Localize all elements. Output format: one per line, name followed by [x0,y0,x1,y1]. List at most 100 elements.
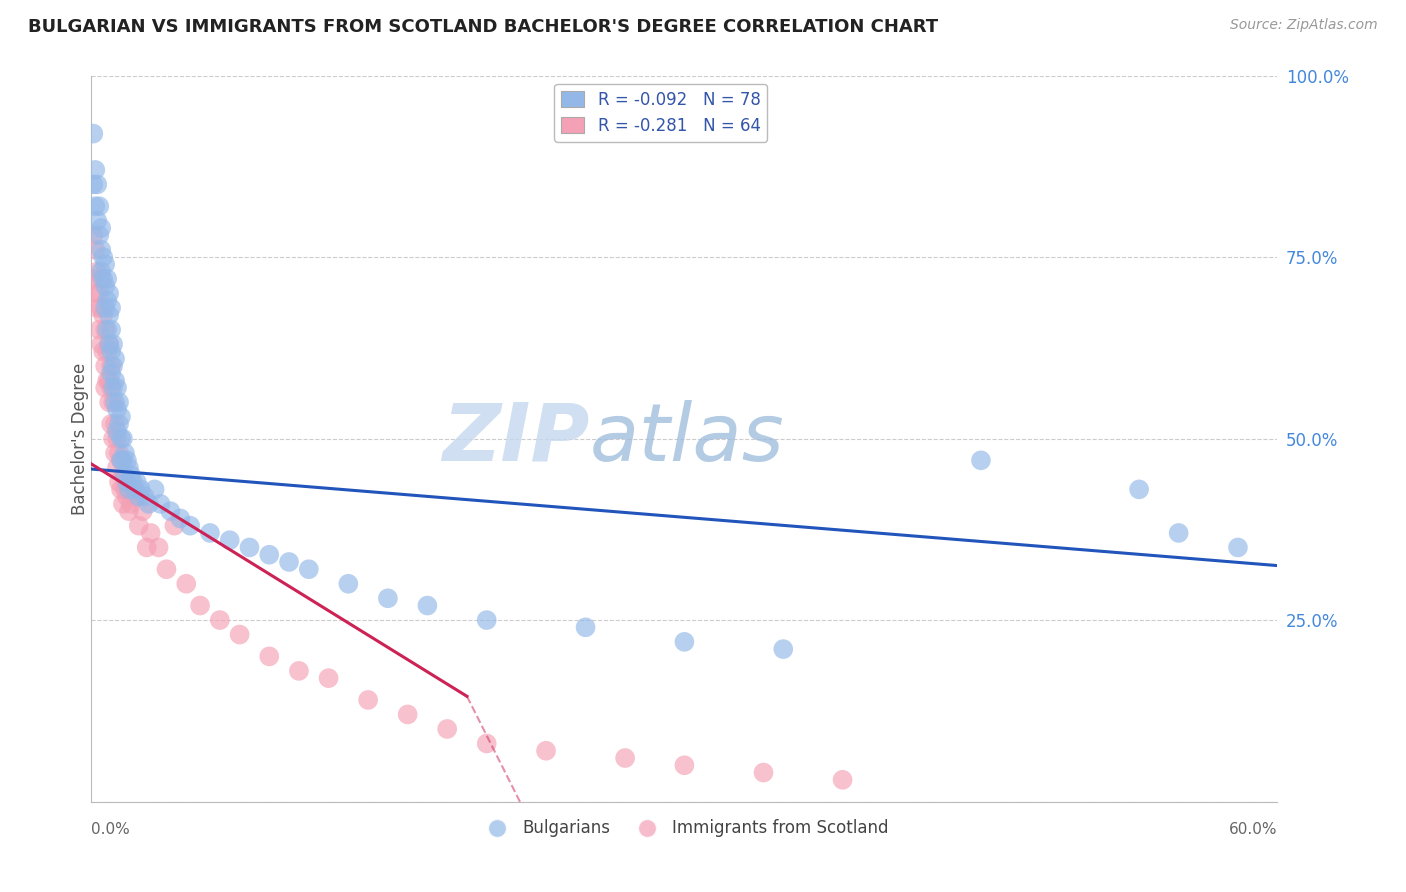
Point [752,765,775,780]
Point [89,199,111,213]
Point [105,402,128,417]
Point [114,446,136,460]
Point [90,264,112,278]
Point [159,504,181,518]
Point [82,272,104,286]
Point [100,359,122,373]
Point [96,272,118,286]
Point [82,178,104,192]
Point [111,497,134,511]
Point [1226,541,1249,555]
Point [89,323,111,337]
Point [90,243,112,257]
Point [139,525,162,540]
Point [96,323,118,337]
Point [96,293,118,308]
Point [89,286,111,301]
Point [148,541,170,555]
Point [124,483,146,497]
Point [673,635,696,649]
Point [111,467,134,482]
Point [337,576,360,591]
Point [100,381,122,395]
Point [108,395,131,409]
Point [132,504,155,518]
Point [143,483,166,497]
Point [259,649,281,664]
Point [125,475,148,489]
Point [115,453,138,467]
Point [278,555,301,569]
Point [84,243,107,257]
Point [104,351,127,366]
Point [104,446,127,460]
Point [96,344,118,359]
Point [101,432,124,446]
Point [98,337,121,351]
Point [228,627,250,641]
Point [238,541,260,555]
Point [118,504,141,518]
Text: ZIP: ZIP [441,400,589,477]
Point [100,366,122,380]
Point [288,664,311,678]
Point [138,497,160,511]
Point [115,475,138,489]
Point [86,301,108,315]
Point [98,308,121,322]
Point [91,250,114,264]
Text: atlas: atlas [589,400,785,477]
Point [318,671,340,685]
Point [100,301,122,315]
Point [108,417,131,431]
Point [100,323,122,337]
Point [105,381,128,395]
Text: 60.0%: 60.0% [1229,822,1278,838]
Point [673,758,696,772]
Point [128,518,150,533]
Point [377,591,399,606]
Point [436,722,458,736]
Point [91,308,114,322]
Point [89,228,111,243]
Point [104,417,127,431]
Text: Source: ZipAtlas.com: Source: ZipAtlas.com [1230,18,1378,32]
Point [101,395,124,409]
Point [169,511,191,525]
Point [86,178,108,192]
Point [129,483,152,497]
Point [120,467,142,482]
Point [84,199,107,213]
Point [91,272,114,286]
Point [831,772,853,787]
Point [98,286,121,301]
Point [614,751,637,765]
Point [105,425,128,439]
Point [108,446,131,460]
Point [198,525,221,540]
Point [416,599,439,613]
Point [188,599,211,613]
Point [98,395,121,409]
Point [110,453,132,467]
Point [91,344,114,359]
Point [96,374,118,388]
Point [98,374,121,388]
Point [90,272,112,286]
Point [120,497,142,511]
Point [115,490,138,504]
Point [534,744,557,758]
Point [475,737,498,751]
Point [114,467,136,482]
Point [110,453,132,467]
Point [94,381,117,395]
Text: 0.0%: 0.0% [91,822,131,838]
Point [124,490,146,504]
Point [179,518,201,533]
Point [128,490,150,504]
Point [90,337,112,351]
Point [101,337,124,351]
Point [98,337,121,351]
Point [155,562,177,576]
Point [118,460,141,475]
